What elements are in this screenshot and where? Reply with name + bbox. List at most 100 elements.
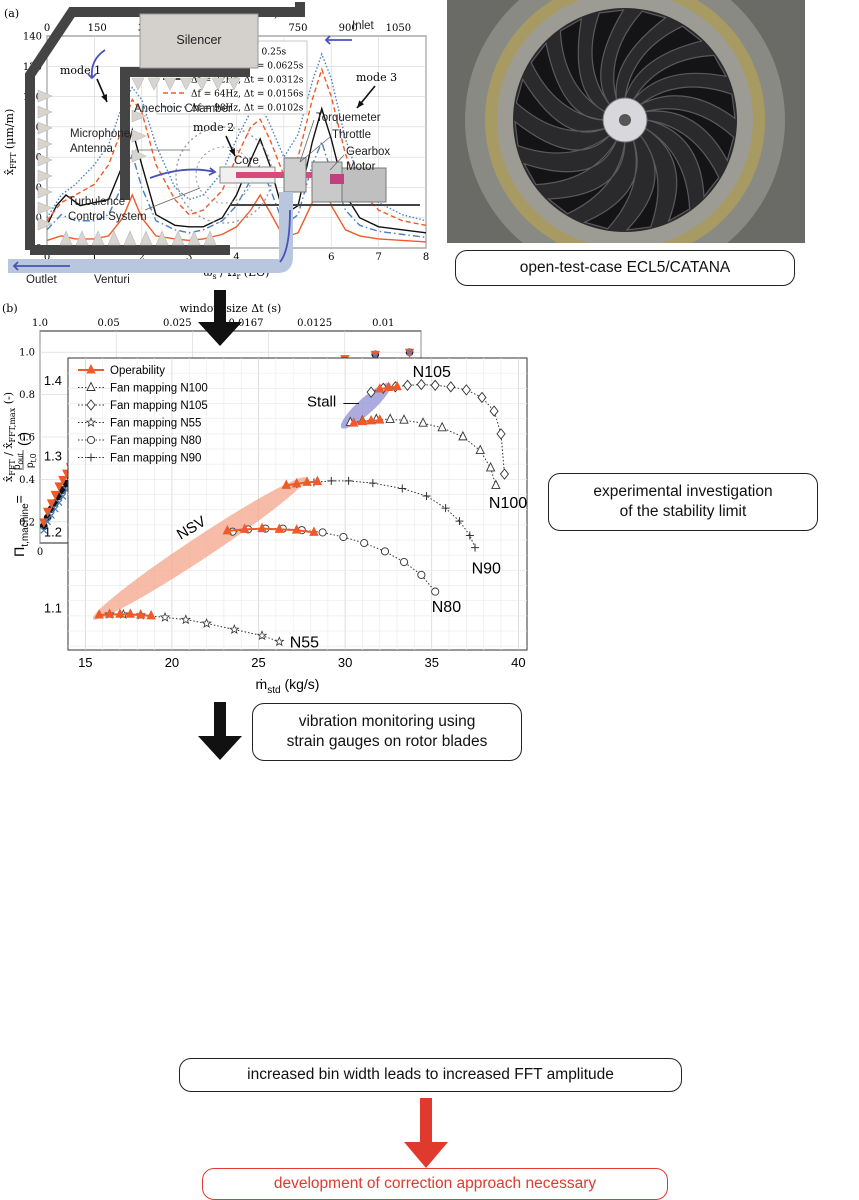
- x-tick-label: 6: [328, 252, 334, 263]
- operability-point: [366, 414, 376, 425]
- label-control-system: Control System: [68, 211, 147, 223]
- x-tick-label: 30: [338, 655, 352, 670]
- label-motor: Motor: [346, 161, 376, 173]
- x-label-sub: std: [267, 685, 280, 696]
- operability-point: [115, 608, 125, 618]
- y-label-frac-den: pt,0: [25, 453, 38, 468]
- y-tick-label: 0.8: [19, 390, 35, 401]
- label-turbulence: Turbulence: [68, 196, 125, 208]
- label-torquemeter: Torquemeter: [316, 112, 381, 124]
- series-n105: [366, 378, 510, 480]
- data-point: [431, 587, 440, 596]
- x-tick-label: 1: [91, 252, 97, 263]
- scatter-point: [47, 511, 55, 519]
- legend-marker: [86, 363, 96, 374]
- operability-point: [136, 609, 146, 619]
- x-tick-label: 40: [511, 655, 525, 670]
- data-point: [437, 421, 447, 432]
- fan-blade: [530, 42, 604, 121]
- caption-photo-text: open-test-case ECL5/CATANA: [519, 259, 731, 276]
- fan-blade: [624, 25, 703, 99]
- operability-point: [392, 380, 402, 391]
- fan-blade: [559, 17, 605, 113]
- mode-annotation: mode 3: [356, 71, 397, 84]
- operability-point: [375, 383, 385, 393]
- caption-correction: development of correction approach neces…: [202, 1168, 668, 1200]
- fan-blade: [640, 86, 736, 120]
- caption-vibration-line2: strain gauges on rotor blades: [286, 733, 488, 750]
- y-tick-label: 40: [29, 183, 42, 194]
- operability-point: [383, 381, 394, 392]
- x-tick-label: 0: [44, 252, 50, 263]
- data-point: [446, 381, 456, 393]
- data-point: [159, 611, 171, 622]
- label-throttle: Throttle: [332, 129, 371, 141]
- down-arrow-1: [198, 290, 242, 346]
- frac-den-sub: t,0: [29, 453, 38, 462]
- y-tick-label: 60: [29, 153, 42, 164]
- y-label-text: x̂FFT (μm/m): [3, 109, 18, 175]
- x-tick-label: 20: [165, 655, 179, 670]
- x-tick-label: 35: [425, 655, 439, 670]
- operability-point: [309, 526, 319, 536]
- data-point: [458, 430, 468, 441]
- data-point: [327, 476, 336, 485]
- outlet-pipe: [8, 192, 293, 273]
- y-tick-label: 0.6: [19, 433, 35, 444]
- y-tick-label: 20: [29, 213, 42, 224]
- operability-point: [281, 479, 291, 489]
- frac-num: p̄: [12, 464, 23, 470]
- operability-point: [104, 608, 115, 618]
- fan-blade: [514, 120, 610, 154]
- data-point: [416, 378, 426, 391]
- y-tick-label: 1.4: [44, 373, 62, 388]
- legend-entry: Operability: [110, 365, 165, 377]
- x-label-sub: s: [213, 272, 217, 281]
- fan-blade: [582, 140, 638, 230]
- y-tick-label: 0.2: [19, 517, 35, 528]
- y-axis-label: x̂FFT / x̂FFT,max (-): [2, 392, 17, 482]
- label-silencer: Silencer: [176, 33, 221, 47]
- x-tick-label: 0: [37, 547, 43, 558]
- caption-fft-text: increased bin width leads to increased F…: [247, 1066, 614, 1083]
- fan-blade: [613, 10, 667, 100]
- data-point: [229, 623, 240, 635]
- panel-label: (b): [2, 302, 18, 315]
- data-point: [499, 468, 510, 480]
- x-tick-label: 2: [139, 252, 145, 263]
- data-point: [368, 479, 377, 488]
- data-point: [475, 444, 485, 454]
- label-inlet: Inlet: [352, 20, 375, 32]
- data-point: [430, 379, 440, 392]
- operability-point: [146, 609, 156, 620]
- anechoic-wedges: [37, 77, 241, 246]
- data-point: [398, 484, 407, 493]
- operability-point: [375, 414, 385, 424]
- data-point: [417, 570, 426, 579]
- x-axis-label: ṁstd (kg/s): [256, 676, 320, 696]
- y-label-unit: (μm/m): [3, 109, 16, 153]
- caption-photo: open-test-case ECL5/CATANA: [455, 250, 795, 286]
- data-point: [180, 614, 192, 625]
- mode-arrowhead: [101, 94, 107, 102]
- legend: Operability Fan mapping N100 Fan mapping N…: [78, 363, 208, 465]
- data-point: [399, 557, 409, 567]
- y-tick-label: 0.4: [19, 475, 35, 486]
- fan-blade: [515, 77, 605, 133]
- legend-entry: Δf = 32Hz, Δt = 0.0312s: [191, 76, 304, 86]
- data-point: [422, 492, 431, 501]
- frac-den: p: [25, 462, 36, 468]
- data-point: [461, 384, 471, 396]
- top-tick-label: 0.025: [163, 318, 192, 329]
- data-point: [318, 528, 327, 537]
- data-point: [491, 479, 501, 489]
- x-tick-label: 8: [423, 252, 429, 263]
- y-label-unit: (-): [2, 392, 15, 408]
- label-outlet: Outlet: [26, 274, 57, 286]
- y-label-sub: FFT: [8, 459, 17, 476]
- speed-label-n100: N100: [489, 495, 527, 512]
- operability-point: [357, 415, 368, 426]
- data-point: [496, 428, 506, 440]
- data-point: [441, 504, 450, 513]
